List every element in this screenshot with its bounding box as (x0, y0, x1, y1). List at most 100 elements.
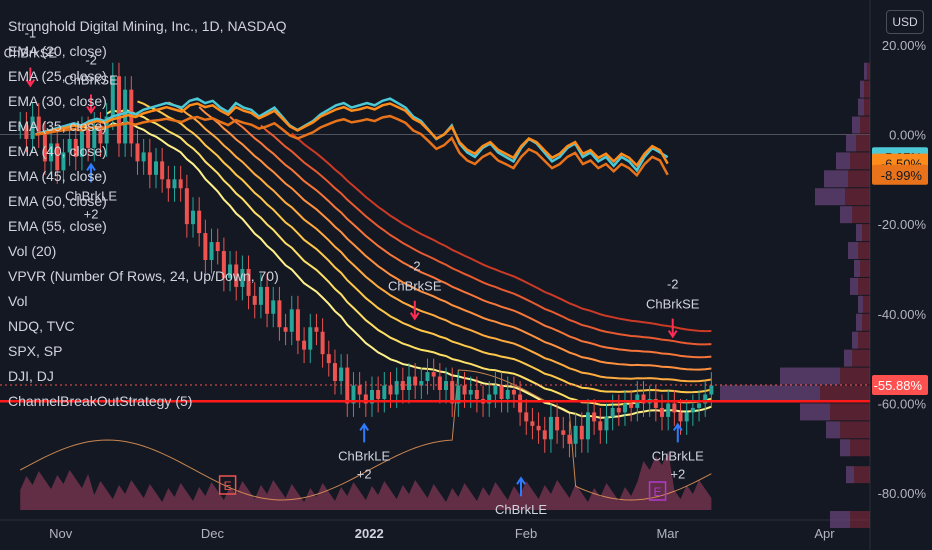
candle-body[interactable] (524, 412, 529, 422)
candle-body[interactable] (147, 152, 152, 175)
candle-body[interactable] (98, 125, 103, 144)
candle-body[interactable] (135, 143, 140, 162)
candle-body[interactable] (30, 116, 35, 139)
candle-body[interactable] (345, 367, 350, 404)
candle-body[interactable] (400, 381, 405, 390)
candle-body[interactable] (228, 264, 233, 278)
candle-body[interactable] (709, 385, 714, 395)
candle-body[interactable] (437, 376, 442, 390)
candle-body[interactable] (487, 394, 492, 404)
candle-body[interactable] (295, 309, 300, 341)
candle-body[interactable] (289, 309, 294, 332)
candle-body[interactable] (542, 430, 547, 440)
candle-body[interactable] (697, 403, 702, 408)
candle-body[interactable] (49, 143, 54, 162)
legend-item[interactable]: ChannelBreakOutStrategy (5) (8, 393, 193, 409)
candle-body[interactable] (678, 412, 683, 422)
candle-body[interactable] (610, 407, 615, 417)
candle-body[interactable] (363, 394, 368, 404)
candle-body[interactable] (407, 376, 412, 390)
legend-item[interactable]: EMA (30, close) (8, 93, 107, 109)
legend-item[interactable]: Vol (8, 293, 28, 309)
candle-body[interactable] (215, 242, 220, 252)
candle-body[interactable] (116, 76, 121, 144)
candle-body[interactable] (42, 134, 47, 162)
candle-body[interactable] (55, 143, 60, 171)
currency-button[interactable]: USD (886, 10, 924, 34)
candle-body[interactable] (536, 425, 541, 431)
candle-body[interactable] (234, 264, 239, 287)
candle-body[interactable] (468, 390, 473, 395)
candle-body[interactable] (314, 327, 319, 332)
candle-body[interactable] (24, 125, 29, 139)
candle-body[interactable] (308, 327, 313, 350)
candle-body[interactable] (456, 385, 461, 404)
legend-item[interactable]: EMA (50, close) (8, 193, 107, 209)
candle-body[interactable] (221, 251, 226, 278)
earnings-marker[interactable] (648, 481, 667, 501)
candle-body[interactable] (462, 385, 467, 395)
candle-body[interactable] (690, 407, 695, 413)
candle-body[interactable] (191, 210, 196, 225)
candle-body[interactable] (585, 412, 590, 440)
candle-body[interactable] (376, 390, 381, 399)
legend-item[interactable]: NDQ, TVC (8, 318, 75, 334)
legend-item[interactable]: EMA (55, close) (8, 218, 107, 234)
legend-item[interactable]: EMA (45, close) (8, 168, 107, 184)
candle-body[interactable] (548, 416, 553, 440)
candle-body[interactable] (425, 372, 430, 382)
candle-body[interactable] (394, 381, 399, 395)
candle-body[interactable] (641, 394, 646, 404)
candle-body[interactable] (653, 398, 658, 408)
candle-body[interactable] (184, 188, 189, 225)
legend-item[interactable]: EMA (40, close) (8, 143, 107, 159)
candle-body[interactable] (388, 385, 393, 395)
candle-body[interactable] (339, 367, 344, 382)
candle-body[interactable] (252, 295, 257, 305)
candle-body[interactable] (73, 138, 78, 157)
candle-body[interactable] (141, 152, 146, 162)
candle-body[interactable] (246, 268, 251, 296)
candle-body[interactable] (573, 425, 578, 444)
candle-body[interactable] (61, 152, 66, 171)
candle-body[interactable] (505, 390, 510, 399)
candle-body[interactable] (110, 76, 115, 117)
candle-body[interactable] (567, 434, 572, 444)
candle-body[interactable] (561, 430, 566, 435)
candle-body[interactable] (660, 407, 665, 417)
candle-body[interactable] (160, 161, 165, 180)
candle-body[interactable] (104, 116, 109, 144)
legend-item[interactable]: SPX, SP (8, 343, 63, 359)
candle-body[interactable] (67, 138, 72, 153)
candle-body[interactable] (36, 116, 41, 135)
candle-body[interactable] (302, 340, 307, 350)
candle-body[interactable] (258, 286, 263, 305)
candle-body[interactable] (493, 385, 498, 395)
legend-item[interactable]: EMA (25, close) (8, 68, 107, 84)
candle-body[interactable] (382, 385, 387, 399)
candle-body[interactable] (172, 179, 177, 189)
candle-body[interactable] (326, 354, 331, 364)
candle-body[interactable] (499, 385, 504, 399)
candle-body[interactable] (616, 407, 621, 413)
candle-body[interactable] (332, 363, 337, 382)
candle-body[interactable] (79, 130, 84, 157)
candle-body[interactable] (351, 385, 356, 404)
candle-body[interactable] (271, 300, 276, 314)
candle-body[interactable] (629, 403, 634, 408)
candle-body[interactable] (474, 390, 479, 399)
candle-body[interactable] (18, 125, 23, 127)
candle-body[interactable] (240, 268, 245, 287)
candle-body[interactable] (555, 416, 560, 431)
candle-body[interactable] (592, 412, 597, 422)
candle-body[interactable] (283, 327, 288, 332)
candle-body[interactable] (357, 385, 362, 395)
candle-body[interactable] (530, 421, 535, 426)
candle-body[interactable] (419, 381, 424, 386)
candle-body[interactable] (92, 125, 97, 148)
candle-body[interactable] (622, 403, 627, 413)
earnings-marker[interactable] (218, 475, 237, 495)
candle-body[interactable] (320, 331, 325, 355)
legend-item[interactable]: VPVR (Number Of Rows, 24, Up/Down, 70) (8, 268, 279, 284)
